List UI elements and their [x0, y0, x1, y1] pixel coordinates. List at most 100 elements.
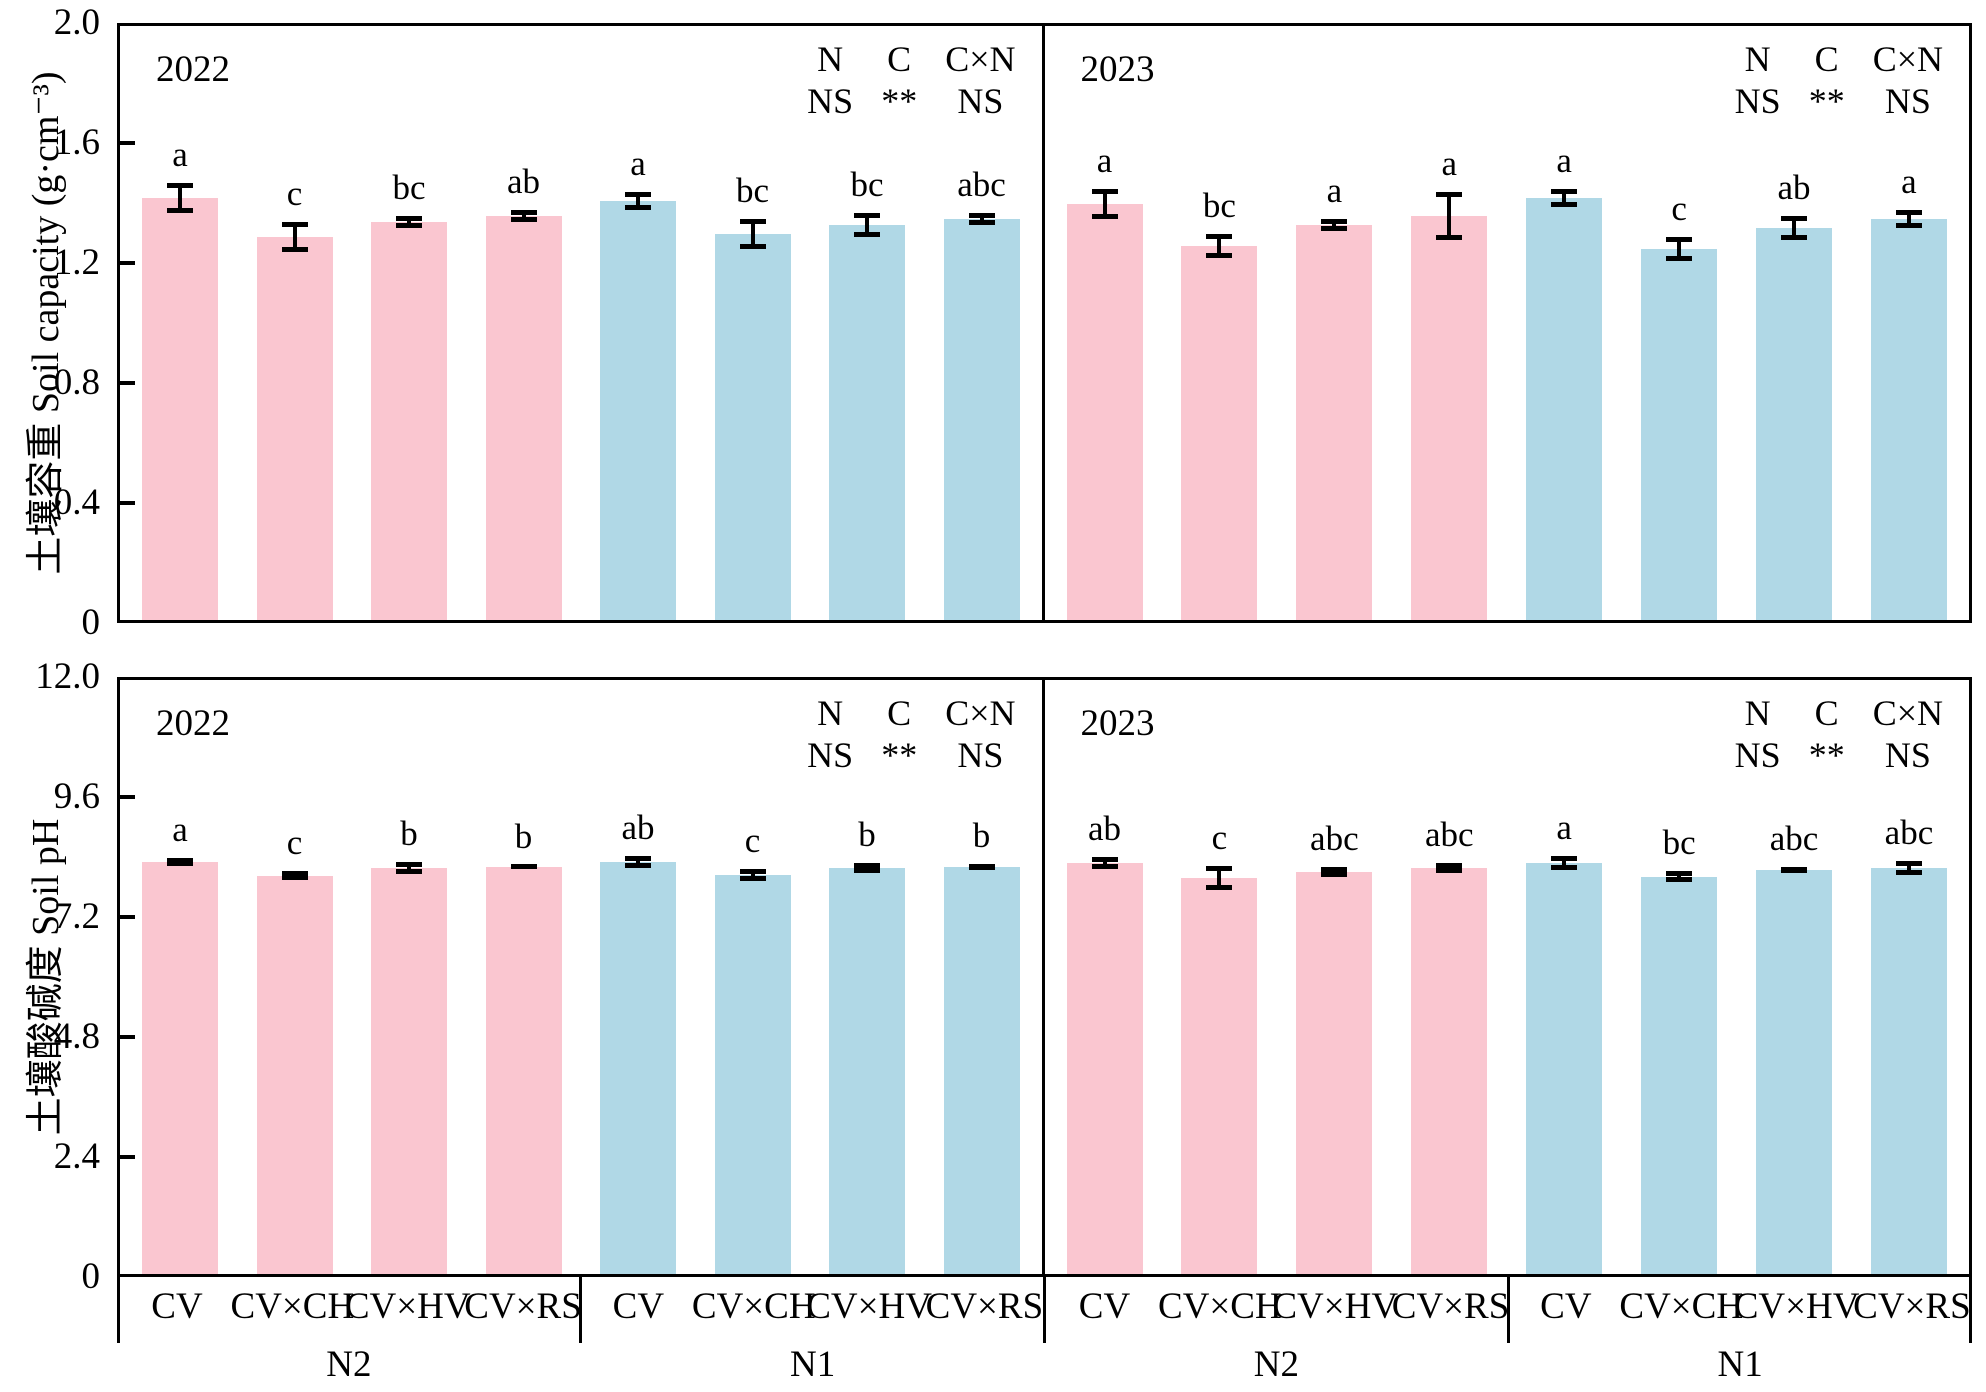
bar-slot: bc [714, 26, 791, 620]
error-bar [625, 855, 651, 868]
x-tick-label: CV×CH [691, 1286, 816, 1327]
stats-significance-value: NS [957, 735, 1004, 776]
x-tick-label: CV [1078, 1286, 1131, 1327]
stats-factor-label: C [1814, 39, 1839, 79]
bar-slot: abc [1411, 680, 1488, 1274]
y-tick-label: 7.2 [53, 896, 100, 937]
error-bar [1781, 866, 1808, 873]
group-separator-line [1506, 1277, 1510, 1343]
y-tick-mark [120, 1155, 135, 1159]
bar-2022-N2-CV [142, 198, 218, 620]
stats-factor-label: N [1744, 693, 1771, 733]
error-bar-bottom-cap [510, 217, 537, 223]
error-bar-stem [1677, 870, 1682, 883]
x-tick-label: CV [612, 1286, 665, 1327]
significance-letter: bc [392, 168, 426, 208]
bar-2023-N1-CV×CH [1641, 876, 1718, 1274]
bar-2022-N1-CV×RS [943, 867, 1020, 1274]
error-bar-bottom-cap [854, 868, 880, 874]
error-bar-stem [1677, 236, 1682, 261]
group-label: N1 [1717, 1344, 1763, 1385]
x-tick-label: CV [151, 1286, 203, 1327]
significance-letter: b [858, 815, 876, 855]
bar-slot: a [1296, 26, 1373, 620]
error-bar-stem [1102, 857, 1107, 870]
bar-slot: a [1526, 26, 1603, 620]
error-bar [1206, 233, 1233, 258]
error-bar-bottom-cap [1206, 884, 1233, 890]
error-bar-bottom-cap [1091, 864, 1118, 870]
bar-slot: b [829, 680, 905, 1274]
stats-significance-value: NS [807, 81, 854, 122]
y-tick-label: 4.8 [53, 1016, 100, 1057]
group-separator-line [1969, 1277, 1972, 1343]
error-bar-stem [1792, 216, 1797, 240]
error-bar [968, 213, 995, 225]
plot-box: 2022 N C C×N NS ** NS a c b b ab c b b 2023 N C C×N NS ** NS a… [117, 677, 1972, 1277]
stats-significance-value: NS [807, 735, 854, 776]
error-bar [1091, 189, 1118, 220]
error-bar-bottom-cap [1781, 234, 1808, 240]
treatment-label-half: CV CV×CH CV×HV CV×RS CV CV×CH CV×HV CV×RS [117, 1285, 1045, 1328]
y-tick-mark [120, 795, 135, 799]
significance-letter: c [1211, 818, 1228, 858]
y-tick-label: 1.6 [53, 122, 100, 163]
significance-letter: abc [957, 165, 1006, 205]
group-separator-line [579, 1277, 583, 1343]
bar-slot: ab [1066, 680, 1143, 1274]
x-tick-label: CV×RS [464, 1286, 582, 1327]
error-bar-bottom-cap [1781, 867, 1808, 873]
plot-box: 2022 N C C×N NS ** NS a c bc ab a bc bc abc 2023 N C C×N NS… [117, 23, 1972, 623]
anova-stats: N C C×N NS ** NS [1735, 692, 1943, 777]
error-bar-stem [407, 862, 411, 875]
significance-letter: a [172, 810, 188, 850]
bar-2023-N2-CV×RS [1411, 868, 1488, 1274]
bars-container: a c bc ab a bc bc abc [120, 26, 1042, 620]
bar-2023-N1-CV×CH [1641, 248, 1718, 620]
x-tick-label: CV×CH [1619, 1286, 1744, 1327]
bar-slot: a [1870, 26, 1947, 620]
x-tick-label: CV×HV [806, 1286, 932, 1327]
error-bar [1436, 863, 1463, 874]
significance-letter: c [286, 174, 303, 214]
significance-letter: abc [1424, 815, 1474, 855]
bar-2023-N1-CV×RS [1870, 219, 1947, 620]
bar-slot: c [256, 680, 333, 1274]
bar-2022-N2-CV×HV [371, 222, 447, 620]
bar-2022-N2-CV×CH [256, 236, 333, 620]
bar-2022-N1-CV×CH [714, 875, 791, 1274]
y-tick-label: 0.8 [53, 362, 100, 403]
bar-slot: ab [485, 26, 562, 620]
error-bar [1666, 870, 1693, 883]
group-separator-line [1043, 1277, 1046, 1343]
panel-year-label: 2023 [1080, 703, 1155, 744]
stats-factor-label: N [817, 39, 844, 79]
bar-2022-N2-CV [142, 862, 218, 1274]
significance-letter: abc [1884, 813, 1934, 853]
significance-letter: c [286, 822, 303, 862]
bar-2022-N1-CV×HV [829, 225, 905, 620]
y-tick-mark [120, 1035, 135, 1039]
y-tick-mark [120, 915, 135, 919]
error-bar-bottom-cap [625, 205, 651, 211]
error-bar-bottom-cap [739, 243, 766, 249]
stats-significance-value: ** [1808, 735, 1845, 776]
stats-significance-value: ** [881, 81, 918, 122]
bar-2023-N1-CV×RS [1870, 868, 1947, 1274]
error-bar-bottom-cap [510, 864, 537, 870]
bar-2023-N2-CV×HV [1296, 225, 1373, 620]
stats-factor-label: C×N [1872, 693, 1943, 733]
error-bar-stem [636, 192, 640, 211]
error-bar [1091, 857, 1118, 870]
bar-slot: b [943, 680, 1020, 1274]
significance-letter: bc [850, 165, 884, 205]
significance-letter: abc [1310, 818, 1359, 858]
y-tick-mark [120, 261, 135, 265]
error-bar-bottom-cap [739, 875, 766, 881]
error-bar-stem [1102, 189, 1107, 220]
bar-2022-N2-CV×HV [371, 868, 447, 1274]
bar-slot: abc [1756, 680, 1833, 1274]
bar-2023-N1-CV [1526, 198, 1603, 620]
error-bar-stem [1447, 192, 1452, 240]
bar-2023-N2-CV×CH [1181, 878, 1258, 1274]
